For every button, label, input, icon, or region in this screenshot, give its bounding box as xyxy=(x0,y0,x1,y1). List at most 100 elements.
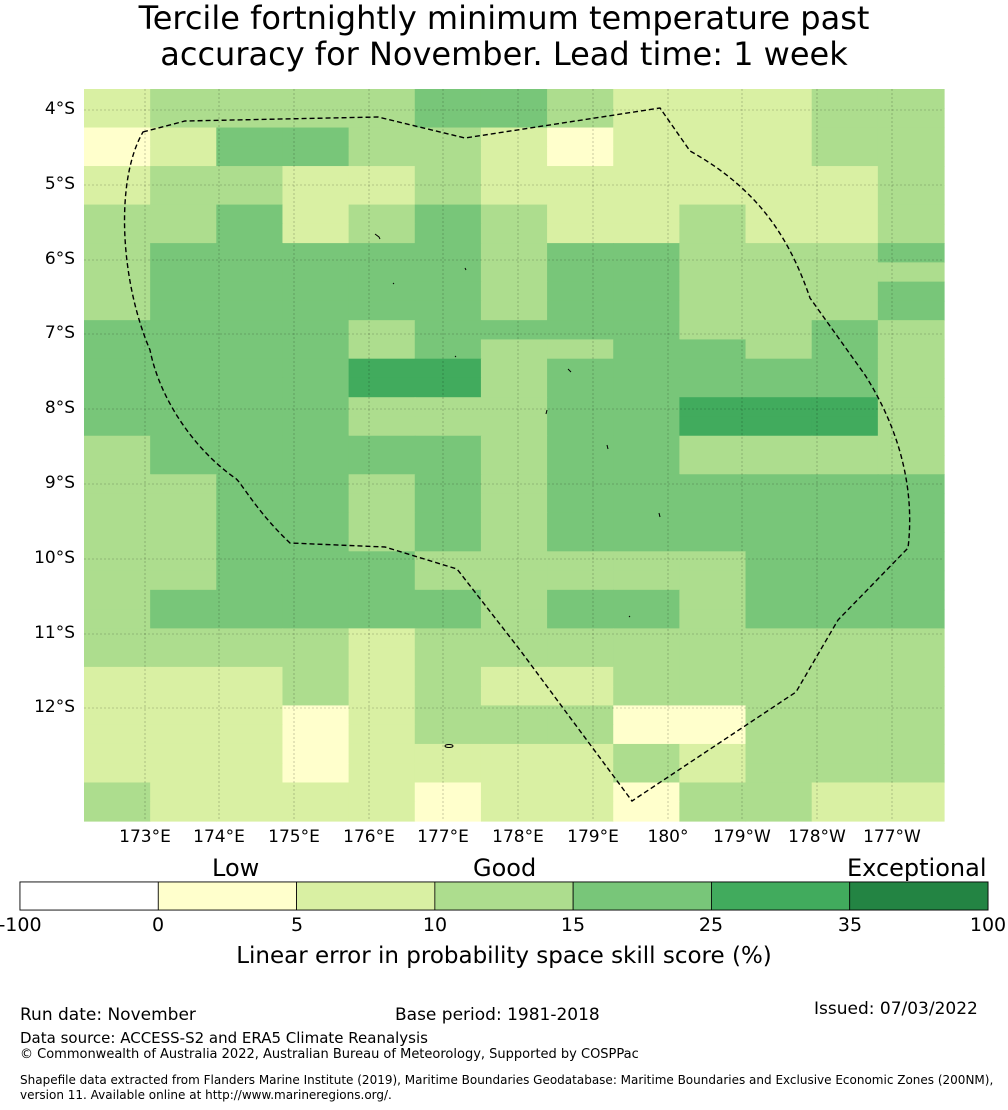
grid-cell xyxy=(811,89,879,109)
grid-cell xyxy=(547,223,614,244)
grid-cell xyxy=(480,763,548,784)
grid-cell xyxy=(348,204,416,225)
colorbar-tick: 10 xyxy=(422,914,448,936)
longitude-label: 179°W xyxy=(713,827,771,847)
grid-cell xyxy=(282,223,350,244)
grid-cell xyxy=(480,166,548,186)
grid-cell xyxy=(480,609,548,629)
grid-cell xyxy=(877,435,945,456)
colorbar xyxy=(19,881,989,911)
grid-cell xyxy=(745,377,813,398)
grid-cell xyxy=(414,743,482,764)
grid-cell xyxy=(84,724,151,745)
category-good: Good xyxy=(473,854,537,882)
grid-cell xyxy=(414,801,482,822)
latitude-label: 8°S xyxy=(44,398,75,418)
grid-cell xyxy=(282,532,350,552)
grid-cell xyxy=(547,801,614,822)
grid-cell xyxy=(216,474,284,495)
grid-cell xyxy=(348,146,416,167)
grid-cell xyxy=(84,551,151,572)
grid-cell xyxy=(348,339,416,360)
grid-cell xyxy=(414,358,482,379)
grid-cell xyxy=(679,743,747,764)
grid-cell xyxy=(84,705,151,726)
grid-cell xyxy=(811,551,879,572)
grid-cell xyxy=(877,223,945,244)
grid-cell xyxy=(679,377,747,398)
grid-cell xyxy=(613,416,680,437)
grid-cell xyxy=(745,551,813,572)
latitude-label: 11°S xyxy=(34,623,75,643)
grid-cell xyxy=(613,435,680,456)
latitude-label: 9°S xyxy=(44,473,75,493)
grid-cell xyxy=(150,223,217,244)
grid-cell xyxy=(150,185,217,206)
grid-cell xyxy=(84,474,151,495)
grid-cell xyxy=(150,377,217,398)
grid-cell xyxy=(745,666,813,687)
island xyxy=(444,744,454,748)
grid-cell xyxy=(216,589,284,610)
grid-cell xyxy=(547,320,614,341)
grid-cell xyxy=(282,493,350,514)
longitude-label: 177°E xyxy=(417,827,469,847)
colorbar-segment xyxy=(296,881,436,911)
grid-cell xyxy=(480,358,548,379)
colorbar-segment xyxy=(19,881,159,911)
grid-cell xyxy=(282,763,350,784)
grid-cell xyxy=(613,782,680,803)
grid-cell xyxy=(547,763,614,784)
grid-cell xyxy=(84,204,151,225)
grid-cell xyxy=(348,705,416,726)
islands xyxy=(374,233,661,748)
grid-cell xyxy=(811,185,879,206)
grid-cell xyxy=(216,204,284,225)
grid-cell xyxy=(745,647,813,668)
grid-cell xyxy=(877,108,945,129)
grid-cell xyxy=(414,763,482,784)
grid-cell xyxy=(150,166,217,186)
grid-cell xyxy=(216,724,284,745)
grid-cell xyxy=(811,763,879,784)
grid-cell xyxy=(811,397,879,418)
grid-cell xyxy=(811,435,879,456)
grid-cell xyxy=(547,204,614,225)
longitude-label: 178°W xyxy=(788,827,846,847)
grid-cell xyxy=(877,146,945,167)
latitude-label: 7°S xyxy=(44,323,75,343)
grid-cell xyxy=(150,570,217,591)
grid-cell xyxy=(480,204,548,225)
grid-cell xyxy=(414,532,482,552)
grid-cell xyxy=(679,532,747,552)
grid-cell xyxy=(811,108,879,129)
grid-cell xyxy=(745,185,813,206)
grid-cell xyxy=(877,204,945,225)
grid-cell xyxy=(480,589,548,610)
grid-cell xyxy=(480,223,548,244)
grid-cell xyxy=(679,647,747,668)
grid-cell xyxy=(745,609,813,629)
grid-cell xyxy=(84,416,151,437)
grid-cell xyxy=(414,185,482,206)
grid-cell xyxy=(150,743,217,764)
grid-cell xyxy=(877,397,945,418)
grid-cell xyxy=(84,320,151,341)
grid-cell xyxy=(216,397,284,418)
grid-cell xyxy=(348,166,416,186)
grid-cell xyxy=(282,666,350,687)
grid-cell xyxy=(216,570,284,591)
grid-cell xyxy=(613,127,680,148)
grid-cell xyxy=(547,435,614,456)
longitude-label: 178°E xyxy=(492,827,544,847)
grid-cell xyxy=(811,300,879,321)
grid-cell xyxy=(216,455,284,475)
grid-cell xyxy=(150,782,217,803)
grid-cell xyxy=(877,763,945,784)
grid-cell xyxy=(547,89,614,109)
grid-cell xyxy=(679,782,747,803)
grid-cell xyxy=(679,320,747,341)
grid-cell xyxy=(480,628,548,649)
grid-cell xyxy=(348,300,416,321)
grid-cell xyxy=(150,666,217,687)
